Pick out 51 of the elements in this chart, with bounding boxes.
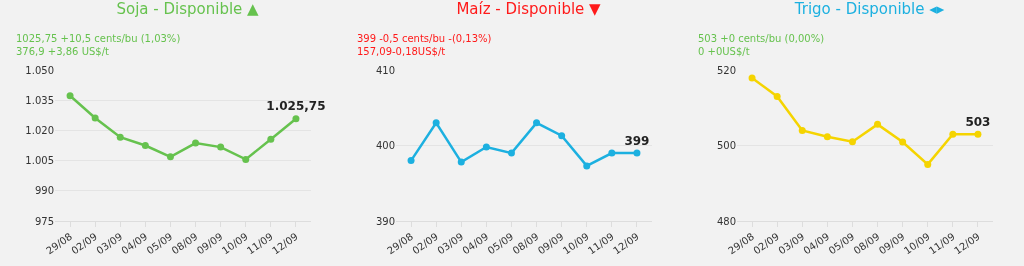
chart-subtitle: 1025,75 +10,5 cents/bu (1,03%) 376,9 +3,86 US$/t <box>16 33 181 57</box>
y-tick-label: 390 <box>375 215 395 227</box>
point <box>874 120 882 128</box>
point <box>457 158 465 166</box>
data-label: 1.025,75 <box>266 99 326 114</box>
chart-subtitle: 399 -0,5 cents/bu -(0,13%) 157,09-0,18US$/t <box>357 33 492 57</box>
y-tick-label: 400 <box>375 140 395 151</box>
y-tick-label: 990 <box>34 185 54 197</box>
chart-subtitle: 503 +0 cents/bu (0,00%) 0 +0US$/t <box>698 33 825 57</box>
point <box>507 149 515 157</box>
point <box>798 126 806 134</box>
point <box>823 133 831 141</box>
point <box>91 114 99 122</box>
point <box>116 133 124 141</box>
data-label: 503 <box>965 114 991 129</box>
point <box>166 153 174 161</box>
point <box>217 143 225 151</box>
chart-title: Soja - Disponible ▲ <box>116 0 260 19</box>
point <box>608 149 616 157</box>
point <box>141 142 149 149</box>
point <box>432 119 440 127</box>
y-tick-label: 410 <box>375 64 395 76</box>
point <box>242 155 250 163</box>
point <box>482 143 490 151</box>
point <box>583 162 591 170</box>
y-tick-label: 520 <box>716 64 736 76</box>
point <box>633 149 641 157</box>
point <box>66 92 74 100</box>
y-tick-label: 1.005 <box>25 155 54 167</box>
point <box>558 132 566 140</box>
y-tick-label: 1.020 <box>25 124 54 136</box>
point <box>292 115 300 123</box>
point <box>773 92 781 100</box>
chart-title: Trigo - Disponible ◂▸ <box>793 0 945 19</box>
point <box>407 157 415 165</box>
y-tick-label: 1.035 <box>25 94 54 106</box>
point <box>924 160 932 168</box>
chart-title: Maíz - Disponible ▼ <box>456 0 602 19</box>
point <box>192 139 200 147</box>
point <box>267 135 275 143</box>
y-tick-label: 1.050 <box>25 64 54 76</box>
point <box>974 130 982 138</box>
point <box>949 130 957 138</box>
data-label: 399 <box>624 133 650 148</box>
point <box>848 138 856 146</box>
point <box>748 74 756 82</box>
y-tick-label: 500 <box>716 140 736 151</box>
point <box>899 138 907 146</box>
point <box>533 119 541 127</box>
y-tick-label: 480 <box>716 215 736 227</box>
y-tick-label: 975 <box>34 215 54 227</box>
